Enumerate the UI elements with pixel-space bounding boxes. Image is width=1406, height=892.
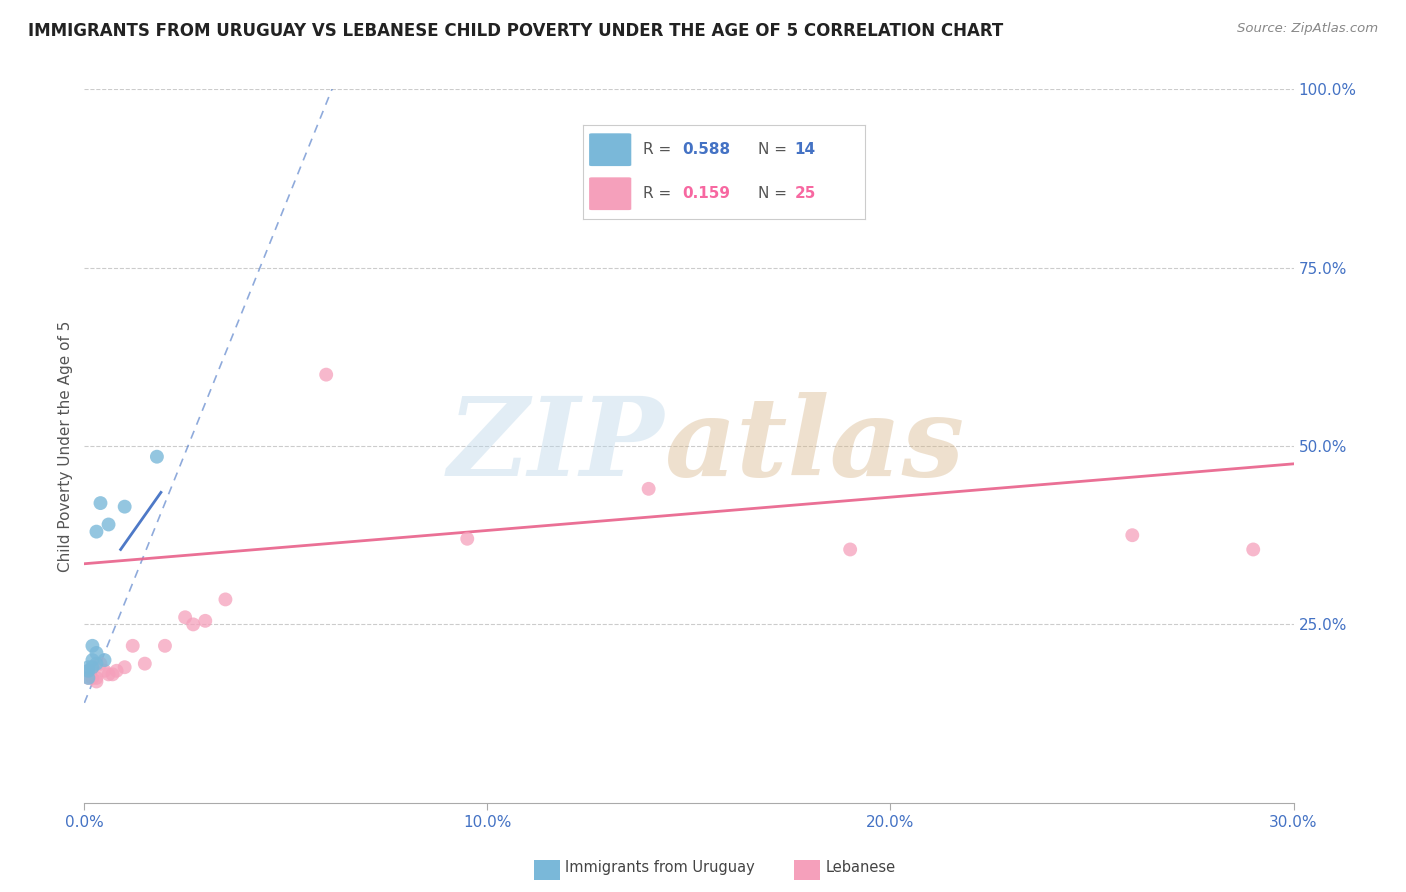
Text: R =: R = xyxy=(643,186,676,202)
Point xyxy=(86,657,108,671)
FancyBboxPatch shape xyxy=(589,133,631,166)
Point xyxy=(77,664,100,678)
Point xyxy=(1241,542,1264,557)
Point xyxy=(89,496,111,510)
Point xyxy=(181,617,204,632)
Point xyxy=(114,660,136,674)
Point xyxy=(86,646,108,660)
Point xyxy=(174,610,197,624)
Text: IMMIGRANTS FROM URUGUAY VS LEBANESE CHILD POVERTY UNDER THE AGE OF 5 CORRELATION: IMMIGRANTS FROM URUGUAY VS LEBANESE CHIL… xyxy=(28,22,1004,40)
Point xyxy=(86,674,108,689)
Text: Lebanese: Lebanese xyxy=(825,860,896,874)
Y-axis label: Child Poverty Under the Age of 5: Child Poverty Under the Age of 5 xyxy=(58,320,73,572)
Point xyxy=(86,671,108,685)
Point xyxy=(105,664,128,678)
Point xyxy=(214,592,236,607)
Point xyxy=(93,653,115,667)
Text: 25: 25 xyxy=(794,186,815,202)
Point xyxy=(89,657,111,671)
Text: 0.159: 0.159 xyxy=(682,186,730,202)
Point xyxy=(77,660,100,674)
Text: atlas: atlas xyxy=(665,392,965,500)
Point xyxy=(82,660,104,674)
Point xyxy=(637,482,659,496)
Text: N =: N = xyxy=(758,142,792,157)
Text: Immigrants from Uruguay: Immigrants from Uruguay xyxy=(565,860,755,874)
Point xyxy=(114,500,136,514)
Point xyxy=(97,667,120,681)
Point xyxy=(82,639,104,653)
Point xyxy=(86,524,108,539)
Point xyxy=(1121,528,1143,542)
Text: N =: N = xyxy=(758,186,792,202)
Point xyxy=(97,517,120,532)
Text: Source: ZipAtlas.com: Source: ZipAtlas.com xyxy=(1237,22,1378,36)
Point xyxy=(82,653,104,667)
Point xyxy=(77,664,100,678)
Point xyxy=(456,532,478,546)
Text: 0.588: 0.588 xyxy=(682,142,730,157)
Point xyxy=(121,639,143,653)
Point xyxy=(146,450,169,464)
Text: 14: 14 xyxy=(794,142,815,157)
Point xyxy=(134,657,156,671)
Point xyxy=(101,667,124,681)
Point xyxy=(93,664,115,678)
FancyBboxPatch shape xyxy=(589,178,631,211)
Point xyxy=(82,671,104,685)
Point xyxy=(194,614,217,628)
Point xyxy=(77,671,100,685)
Point xyxy=(153,639,176,653)
Text: ZIP: ZIP xyxy=(449,392,665,500)
Point xyxy=(839,542,862,557)
Point xyxy=(315,368,337,382)
Point xyxy=(77,671,100,685)
Point xyxy=(82,660,104,674)
Text: R =: R = xyxy=(643,142,676,157)
